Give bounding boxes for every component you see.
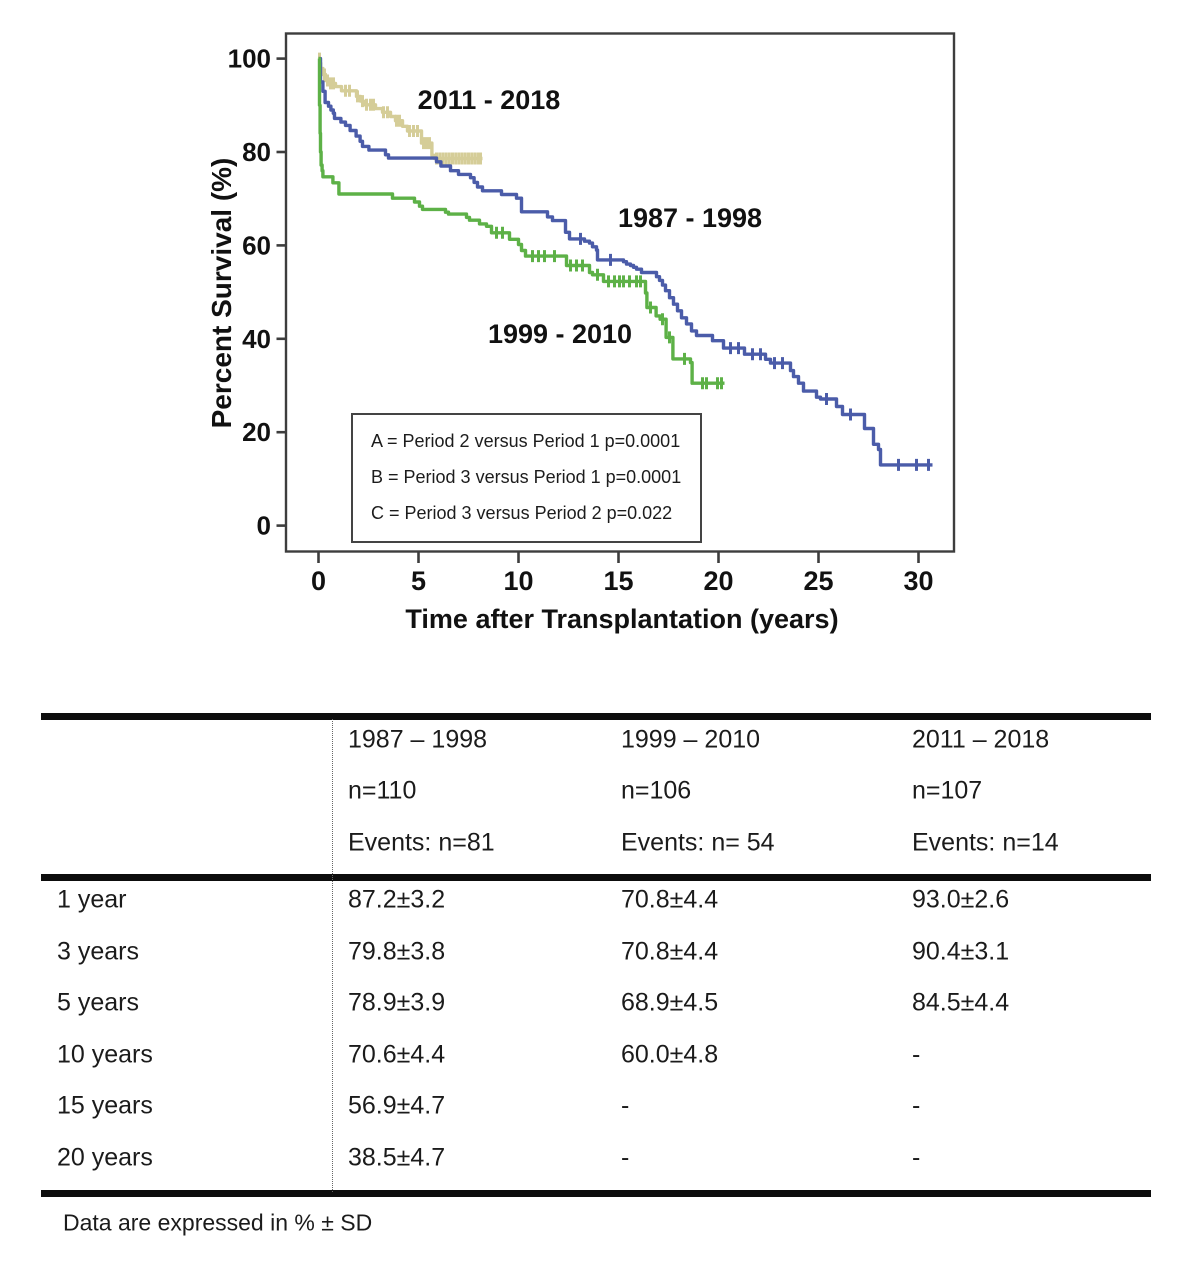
svg-text:5: 5 (411, 566, 426, 596)
svg-text:1987 - 1998: 1987 - 1998 (618, 203, 762, 233)
svg-text:B = Period 3 versus Period 1 p: B = Period 3 versus Period 1 p=0.0001 (371, 467, 681, 487)
svg-text:A = Period 2 versus Period 1 p: A = Period 2 versus Period 1 p=0.0001 (371, 431, 680, 451)
svg-text:Time after Transplantation (ye: Time after Transplantation (years) (405, 604, 838, 634)
svg-text:25: 25 (803, 566, 833, 596)
svg-text:20: 20 (703, 566, 733, 596)
svg-text:1999 - 2010: 1999 - 2010 (488, 319, 632, 349)
svg-text:C = Period 3 versus Period 2 p: C = Period 3 versus Period 2 p=0.022 (371, 503, 672, 523)
svg-text:Percent Survival (%): Percent Survival (%) (206, 158, 237, 429)
svg-text:100: 100 (228, 44, 271, 74)
svg-text:0: 0 (257, 511, 271, 541)
svg-text:2011 - 2018: 2011 - 2018 (418, 85, 561, 115)
svg-text:40: 40 (242, 324, 271, 354)
svg-text:60: 60 (242, 230, 271, 260)
svg-text:20: 20 (242, 417, 271, 447)
svg-text:10: 10 (503, 566, 533, 596)
svg-text:0: 0 (311, 566, 326, 596)
svg-text:30: 30 (903, 566, 933, 596)
svg-text:15: 15 (603, 566, 633, 596)
svg-text:80: 80 (242, 137, 271, 167)
